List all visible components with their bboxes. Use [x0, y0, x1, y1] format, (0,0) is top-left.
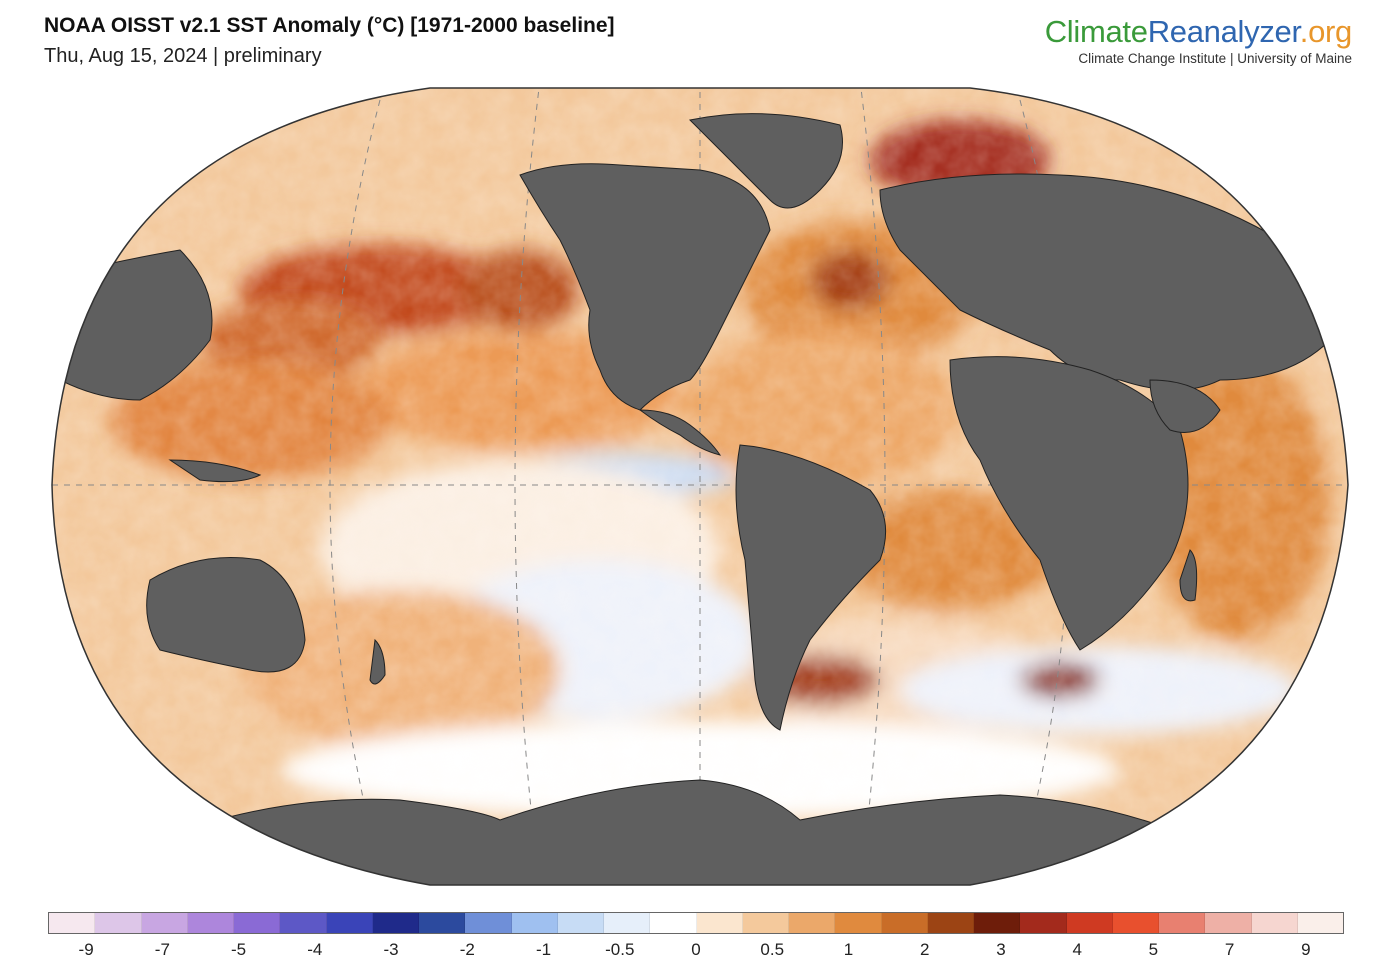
colorbar-swatch	[49, 913, 96, 933]
colorbar-swatch	[1297, 913, 1343, 933]
colorbar-swatch	[604, 913, 651, 933]
colorbar-swatch	[1159, 913, 1206, 933]
colorbar-swatch	[95, 913, 142, 933]
colorbar-tick-label: -1	[535, 940, 552, 959]
colorbar-swatch	[881, 913, 928, 933]
land-central-america	[638, 409, 722, 456]
land-arabia	[1149, 379, 1221, 433]
land-greenland	[688, 113, 843, 209]
land-south-america	[735, 444, 887, 731]
colorbar-swatch	[234, 913, 281, 933]
brand-logo[interactable]: ClimateReanalyzer.org Climate Change Ins…	[1044, 14, 1353, 66]
colorbar-tick-label: 2	[919, 940, 930, 959]
colorbar-swatch	[141, 913, 188, 933]
colorbar-tick-label: -5	[231, 940, 247, 959]
colorbar-tick-label: 0.5	[760, 940, 785, 959]
colorbar-ticks: -9 -7 -5 -4 -3 -2 -1 -0.5 0 0.5 1 2 3 4 5 7 9	[48, 940, 1344, 964]
colorbar-swatch	[372, 913, 419, 933]
colorbar-tick-label: 5	[1148, 940, 1159, 959]
colorbar-swatch	[974, 913, 1021, 933]
colorbar-swatch	[1112, 913, 1159, 933]
colorbar-swatch	[742, 913, 789, 933]
colorbar-tick-label: -0.5	[605, 940, 635, 959]
colorbar-swatch	[557, 913, 604, 933]
sst-anomaly-map	[51, 87, 1349, 886]
colorbar-tick-label: 0	[691, 940, 701, 959]
colorbar-swatch	[465, 913, 512, 933]
colorbar-swatch	[419, 913, 466, 933]
colorbar	[48, 912, 1344, 934]
colorbar-swatch	[789, 913, 836, 933]
brand-wordmark: ClimateReanalyzer.org	[1044, 14, 1353, 50]
land-madagascar	[1179, 549, 1198, 602]
brand-tagline: Climate Change Institute | University of…	[1078, 51, 1352, 66]
colorbar-swatch	[650, 913, 697, 933]
colorbar-swatch	[835, 913, 882, 933]
page-title: NOAA OISST v2.1 SST Anomaly (°C) [1971-2…	[44, 14, 615, 37]
colorbar-swatch	[1020, 913, 1067, 933]
colorbar-tick-label: 7	[1224, 940, 1235, 959]
colorbar-tick-label: 3	[996, 940, 1006, 959]
brand-reanalyzer: Reanalyzer	[1147, 14, 1300, 49]
colorbar-swatch	[187, 913, 234, 933]
colorbar-tick-label: -3	[383, 940, 399, 959]
colorbar-swatch	[927, 913, 974, 933]
land-australia	[146, 557, 306, 673]
colorbar-tick-label: 9	[1301, 940, 1311, 959]
colorbar-tick-label: -9	[78, 940, 94, 959]
date-subtitle: Thu, Aug 15, 2024 | preliminary	[44, 45, 322, 67]
colorbar-tick-label: -2	[459, 940, 475, 959]
brand-climate: Climate	[1044, 14, 1148, 49]
colorbar-swatch	[1251, 913, 1298, 933]
land-new-zealand	[369, 638, 386, 685]
land-antarctica	[199, 779, 1201, 885]
globe-outline	[51, 87, 1349, 886]
brand-org: .org	[1299, 14, 1353, 49]
colorbar-swatch	[280, 913, 327, 933]
colorbar-tick-label: 4	[1072, 940, 1082, 959]
colorbar-tick-label: 1	[843, 940, 854, 959]
land-masses	[52, 113, 1331, 885]
land-africa	[949, 356, 1189, 651]
land-north-america	[519, 163, 771, 411]
colorbar-swatch	[696, 913, 743, 933]
colorbar-swatch	[326, 913, 373, 933]
colorbar-tick-label: -7	[154, 940, 170, 959]
colorbar-tick-label: -4	[307, 940, 323, 959]
colorbar-swatch	[1066, 913, 1113, 933]
land-europe-asia	[879, 173, 1331, 391]
colorbar-swatch	[1205, 913, 1252, 933]
land-indonesia	[168, 459, 262, 483]
ocean-layer	[52, 88, 1348, 885]
colorbar-swatch	[511, 913, 558, 933]
